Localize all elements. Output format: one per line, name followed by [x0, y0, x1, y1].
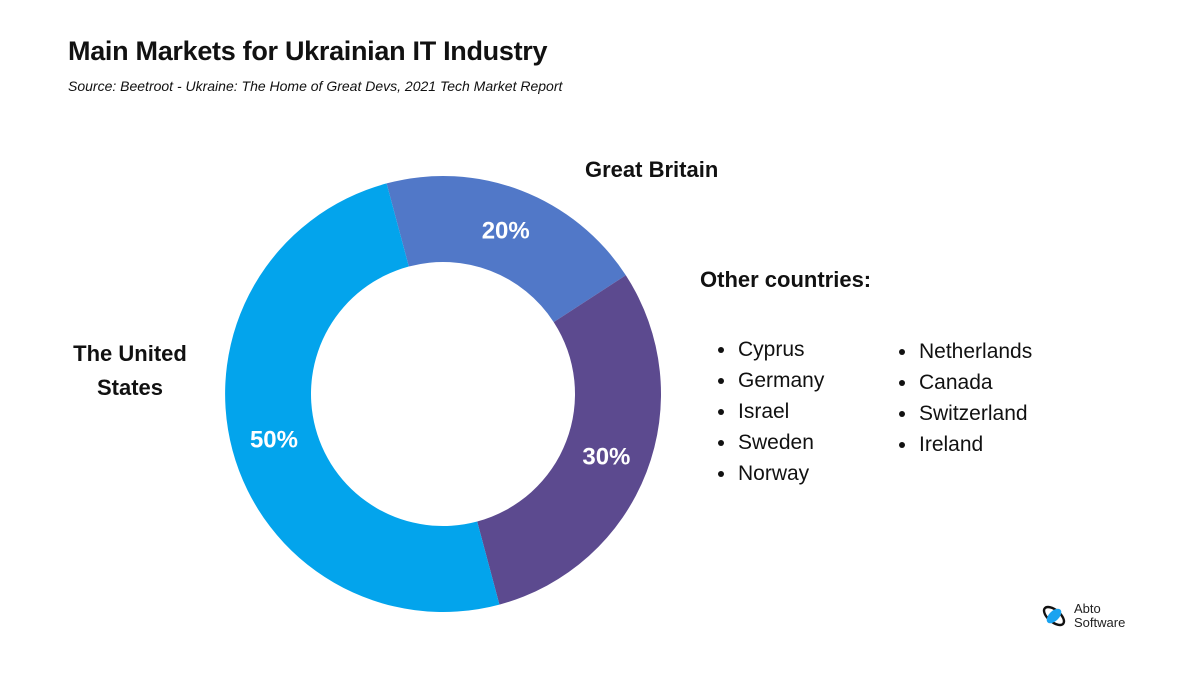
list-item: Sweden — [716, 427, 824, 458]
logo-line-1: Abto — [1074, 601, 1101, 616]
logo-text: Abto Software — [1074, 602, 1125, 630]
slice-the-united-states — [225, 183, 500, 612]
list-item: Netherlands — [897, 336, 1032, 367]
slice-other-countries — [477, 275, 661, 605]
other-countries-title: Other countries: — [700, 267, 872, 292]
label-united-states: The United States — [68, 337, 192, 405]
other-countries-list-2: Netherlands Canada Switzerland Ireland — [897, 336, 1032, 460]
list-item: Ireland — [897, 429, 1032, 460]
other-countries-list-1: Cyprus Germany Israel Sweden Norway — [716, 334, 824, 489]
abto-software-logo: Abto Software — [1040, 602, 1125, 630]
chart-title: Main Markets for Ukrainian IT Industry — [68, 36, 548, 66]
list-item: Cyprus — [716, 334, 824, 365]
list-item: Germany — [716, 365, 824, 396]
data-label-the-united-states: 50% — [250, 426, 298, 453]
label-united-states-line2: States — [96, 375, 164, 400]
label-great-britain: Great Britain — [585, 157, 719, 182]
label-united-states-line1: The United — [73, 341, 187, 366]
data-label-great-britain: 20% — [482, 218, 530, 245]
list-item: Israel — [716, 396, 824, 427]
chart-subtitle: Source: Beetroot - Ukraine: The Home of … — [68, 78, 563, 94]
slice-great-britain — [386, 175, 626, 323]
list-item: Norway — [716, 458, 824, 489]
list-item: Switzerland — [897, 398, 1032, 429]
list-item: Canada — [897, 367, 1032, 398]
data-label-other-countries: 30% — [582, 444, 630, 471]
logo-line-2: Software — [1074, 615, 1126, 630]
abto-logo-icon — [1042, 605, 1066, 627]
